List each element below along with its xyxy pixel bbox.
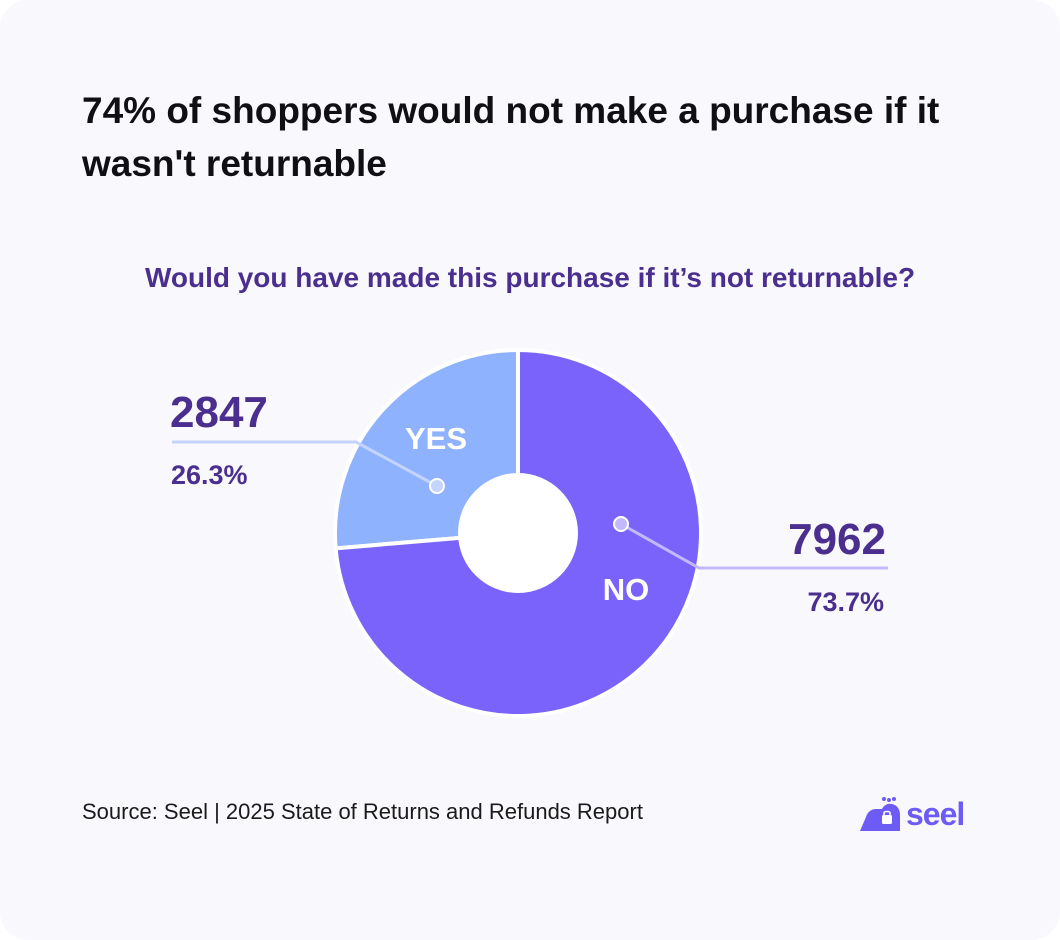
percent-label-yes: 26.3%: [171, 460, 248, 490]
chart-title: Would you have made this purchase if it’…: [144, 262, 916, 293]
percent-label-no: 73.7%: [807, 587, 884, 617]
leader-line-no: [620, 522, 888, 570]
seel-logo: seel: [858, 794, 965, 834]
leader-line-yes: [172, 440, 438, 488]
seal-mascot-icon: [860, 797, 900, 831]
donut-hole: [458, 473, 578, 593]
slice-label-no: NO: [603, 572, 650, 607]
logo-wordmark: seel: [906, 795, 965, 832]
value-label-yes: 2847: [170, 388, 268, 437]
leader-dot-yes: [429, 478, 445, 494]
source-note: Source: Seel | 2025 State of Returns and…: [82, 799, 643, 824]
chart-headline: 74% of shoppers would not make a purchas…: [82, 90, 940, 184]
value-label-no: 7962: [788, 515, 886, 564]
slice-label-yes: YES: [405, 421, 467, 456]
leader-dot-no: [613, 516, 629, 532]
